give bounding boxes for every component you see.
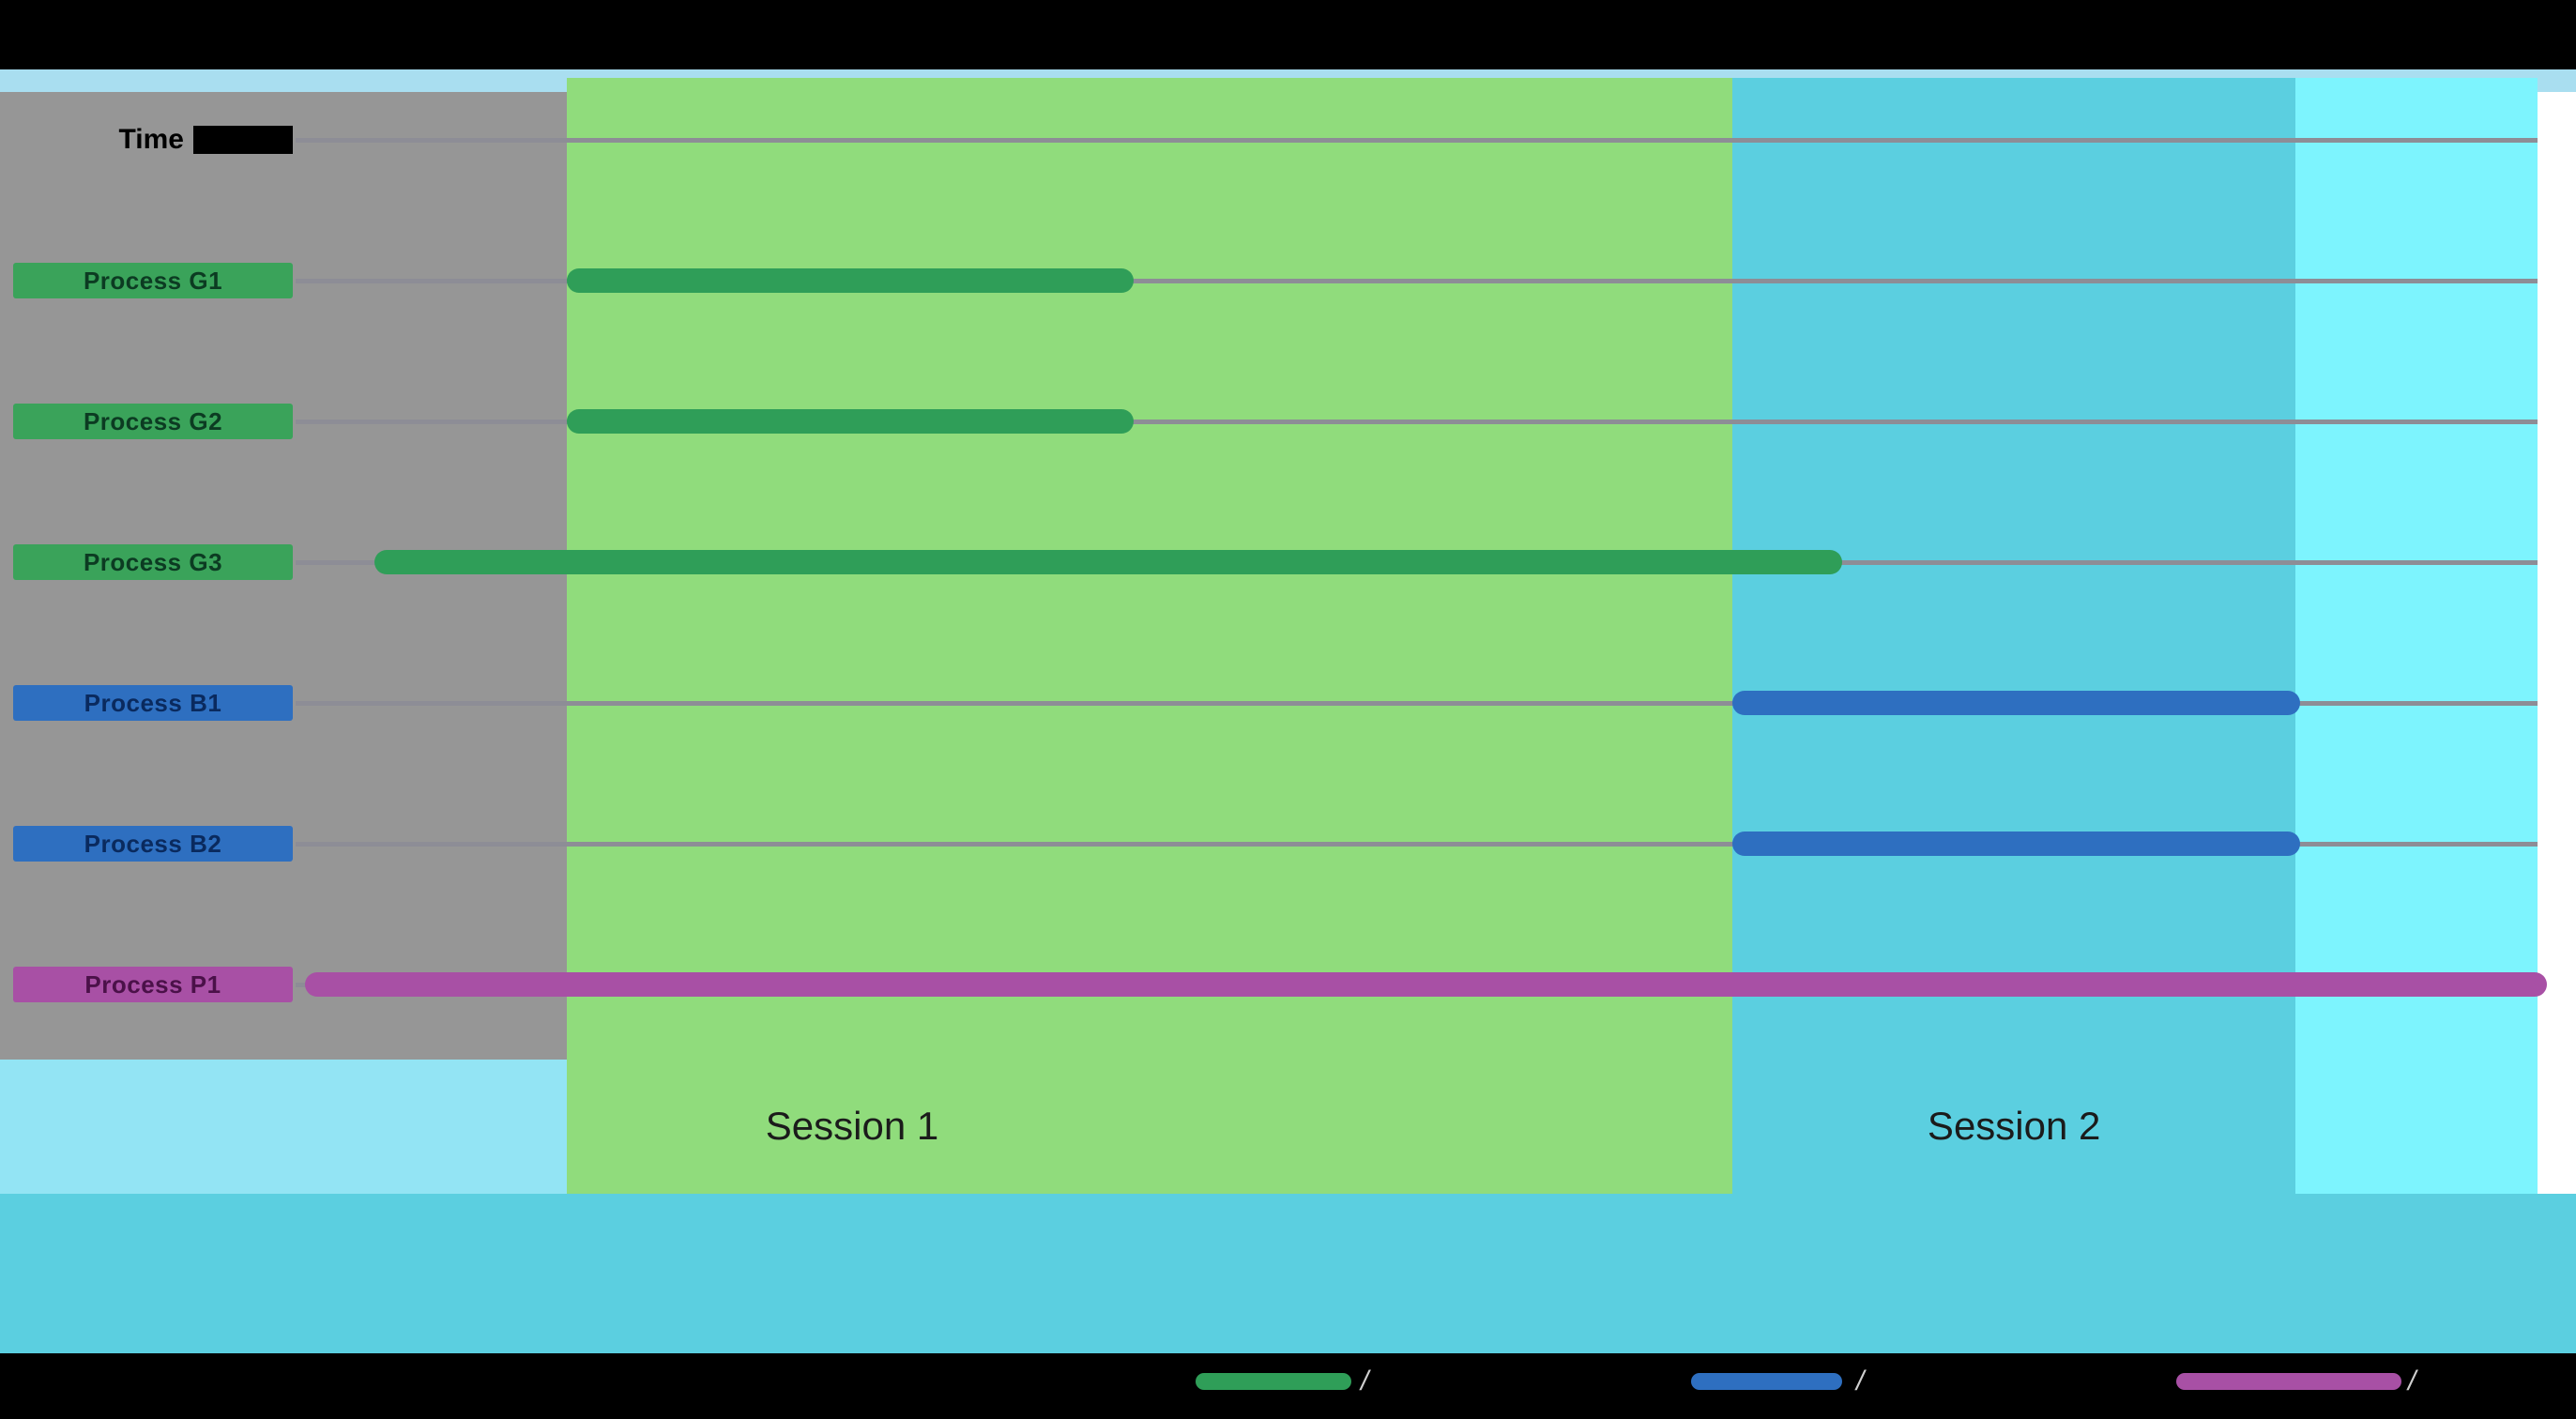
bar-b2: [1732, 832, 2300, 856]
gridline: [296, 278, 2538, 283]
time-axis-label: Time: [118, 124, 184, 155]
bar-p1: [304, 972, 2547, 997]
legend-slash-purple: /: [2408, 1366, 2416, 1396]
gridline: [296, 137, 2538, 143]
legend-slash-blue: /: [1856, 1366, 1865, 1396]
row-label-b1: Process B1: [13, 685, 293, 721]
gridline: [296, 700, 2538, 706]
post-session-region: [2294, 78, 2538, 1194]
row-label-pill-b2: Process B2: [13, 826, 293, 862]
row-label-g3: Process G3: [13, 544, 293, 580]
legend-swatch-blue: [1691, 1373, 1842, 1390]
bottom-band: [0, 1194, 2576, 1353]
legend-swatch-green: [1196, 1373, 1351, 1390]
bar-g2: [567, 409, 1135, 434]
time-label-highlight: [193, 126, 293, 154]
left-lower-region: [0, 1060, 568, 1194]
row-label-pill-p1: Process P1: [13, 967, 293, 1002]
row-label-p1: Process P1: [13, 967, 293, 1002]
row-label-pill-g3: Process G3: [13, 544, 293, 580]
legend-slash-green: /: [1361, 1366, 1369, 1396]
bar-g3: [373, 550, 1843, 574]
session-2-label: Session 2: [1927, 1104, 2101, 1148]
session-1-label: Session 1: [765, 1104, 939, 1148]
bar-b1: [1732, 691, 2300, 715]
session-2-region: [1732, 78, 2295, 1194]
row-label-pill-g2: Process G2: [13, 404, 293, 439]
right-strip: [2538, 92, 2576, 1194]
session-1-region: [567, 78, 1733, 1194]
row-label-time-axis: Time: [13, 122, 293, 158]
row-label-pill-b1: Process B1: [13, 685, 293, 721]
gridline: [296, 419, 2538, 424]
row-label-g1: Process G1: [13, 263, 293, 298]
gridline: [296, 841, 2538, 847]
legend-swatch-purple: [2176, 1373, 2401, 1390]
row-label-g2: Process G2: [13, 404, 293, 439]
row-label-pill-g1: Process G1: [13, 263, 293, 298]
bar-g1: [567, 268, 1135, 293]
row-label-b2: Process B2: [13, 826, 293, 862]
